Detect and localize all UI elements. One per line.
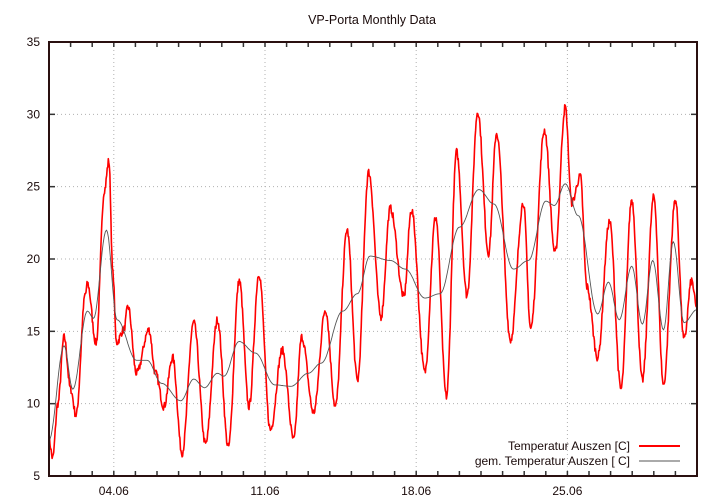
grid <box>49 42 697 476</box>
axes: 5 10 15 20 25 30 35 04.06 11.06 18.06 25.06 <box>27 35 698 498</box>
ytick-label: 30 <box>27 107 41 121</box>
plot-frame <box>48 41 698 477</box>
legend: Temperatur Auszen [C]gem. Temperatur Aus… <box>475 439 680 468</box>
ytick-label: 5 <box>33 469 40 483</box>
xtick-label: 11.06 <box>250 484 279 498</box>
legend-label: Temperatur Auszen [C] <box>508 439 630 453</box>
series-layer <box>48 104 698 460</box>
ytick-label: 35 <box>27 35 41 49</box>
legend-label: gem. Temperatur Auszen [ C] <box>475 454 630 468</box>
ytick-label: 25 <box>27 180 41 194</box>
series-line-temperature <box>48 104 698 460</box>
ytick-label: 20 <box>27 252 41 266</box>
ytick-label: 15 <box>27 324 41 338</box>
chart-title: VP-Porta Monthly Data <box>308 13 436 27</box>
xtick-label: 04.06 <box>99 484 129 498</box>
xtick-label: 25.06 <box>552 484 582 498</box>
xtick-label: 18.06 <box>401 484 431 498</box>
ytick-label: 10 <box>27 397 41 411</box>
series-line-smoothed-temperature <box>48 183 698 441</box>
